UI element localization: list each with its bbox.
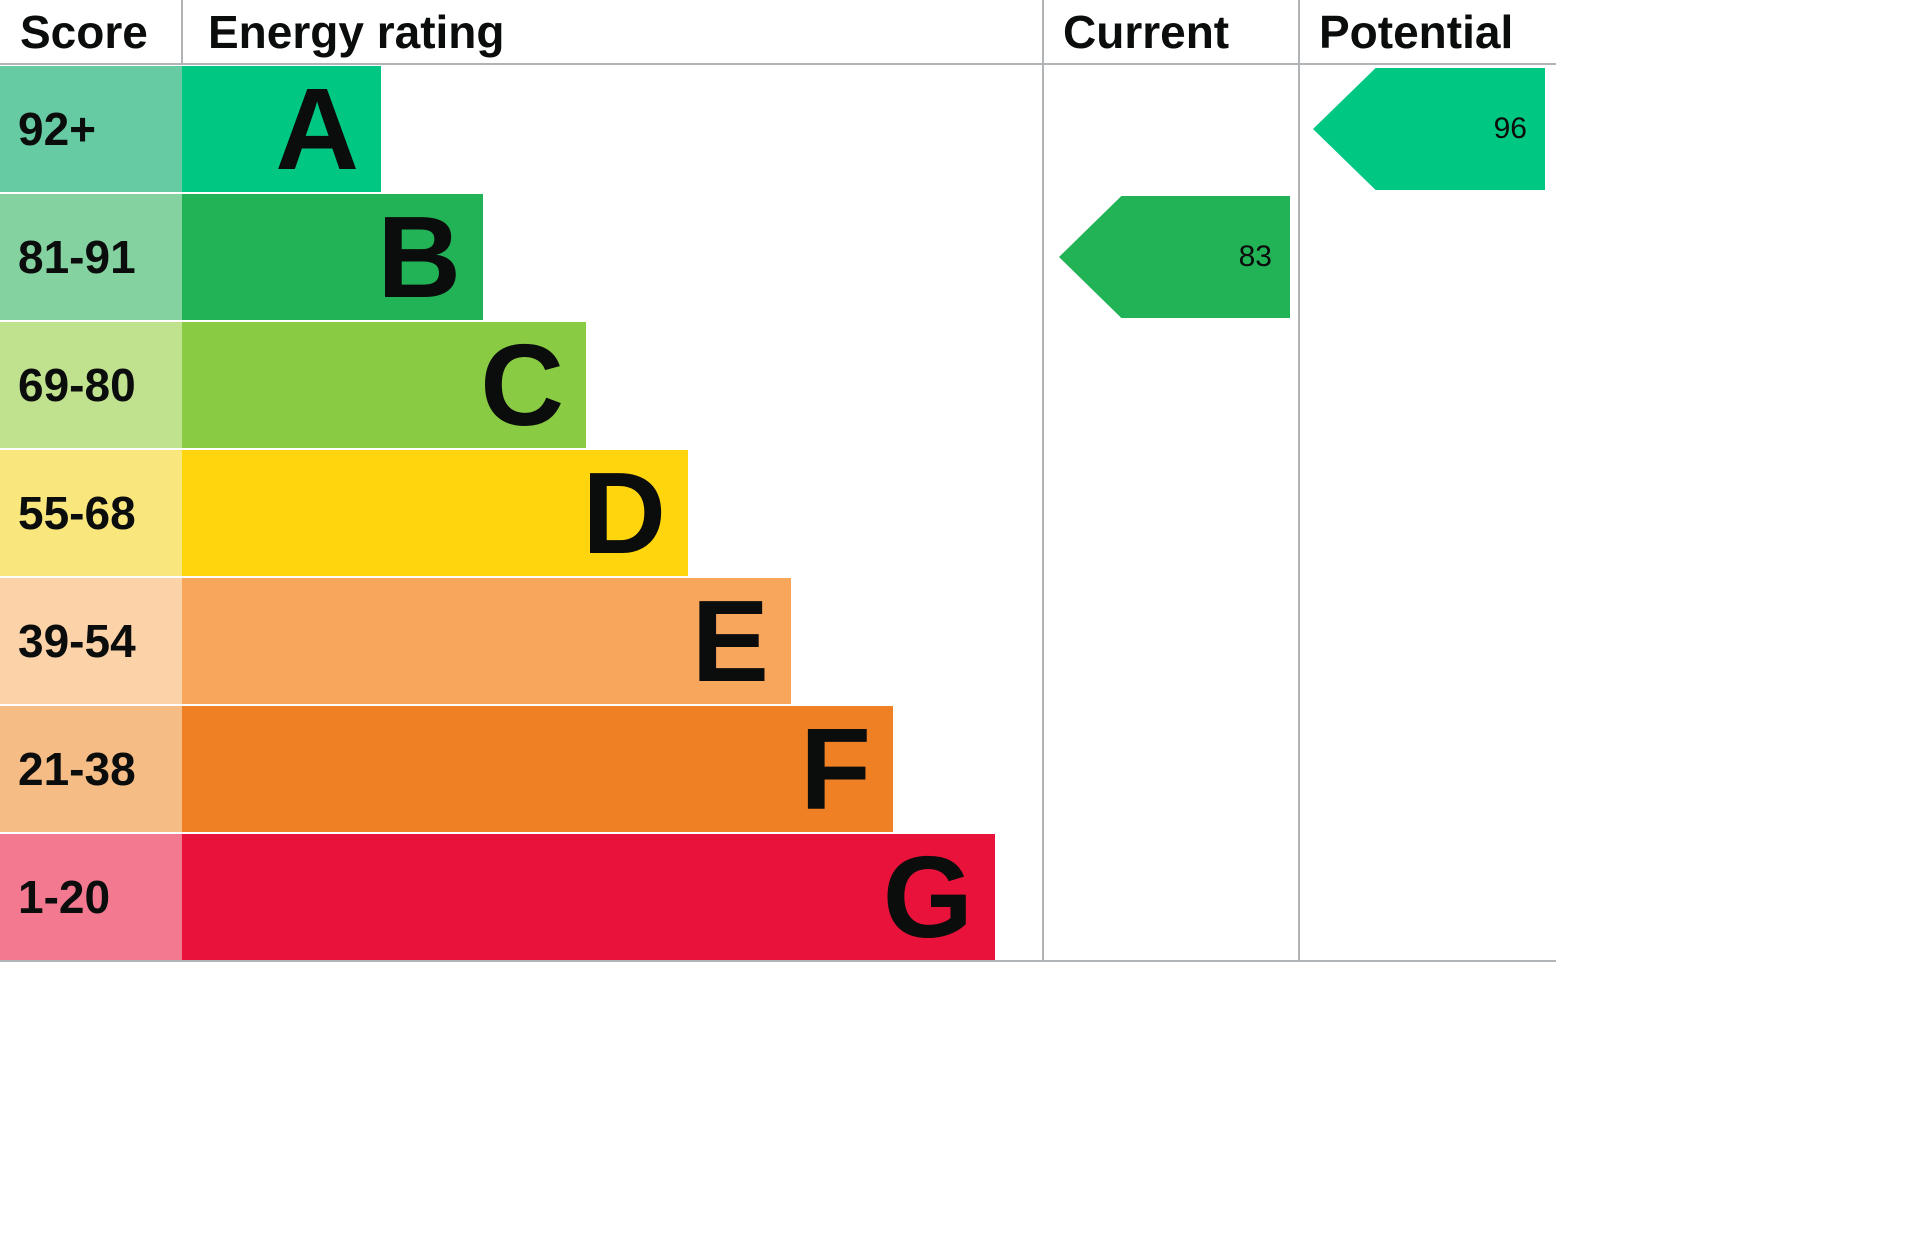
rating-bar-c: C (182, 322, 586, 448)
band-letter-b: B (377, 192, 461, 322)
header-current: Current (1063, 6, 1230, 58)
score-range-b: 81-91 (0, 194, 182, 320)
current-rating-value: 83 (1238, 240, 1272, 273)
rating-bar-d: D (182, 450, 688, 576)
band-row-e: 39-54 E (0, 578, 1043, 704)
rating-bar-b: B (182, 194, 483, 320)
divider-score-rating (181, 0, 183, 64)
band-row-c: 69-80 C (0, 322, 1043, 448)
score-range-d: 55-68 (0, 450, 182, 576)
band-letter-a: A (275, 64, 359, 194)
header-energy-rating: Energy rating (208, 6, 505, 58)
rating-bar-g: G (182, 834, 995, 960)
rating-bar-e: E (182, 578, 791, 704)
band-letter-c: C (480, 320, 564, 450)
current-rating-arrow: 83 (1059, 196, 1290, 318)
potential-rating-value: 96 (1493, 112, 1527, 145)
band-row-d: 55-68 D (0, 450, 1043, 576)
rating-bar-f: F (182, 706, 893, 832)
header-divider-line (0, 63, 1556, 65)
band-letter-g: G (882, 832, 973, 962)
chart-bottom-line (0, 960, 1556, 962)
band-row-b: 81-91 B (0, 194, 1043, 320)
score-range-e: 39-54 (0, 578, 182, 704)
band-row-g: 1-20 G (0, 834, 1043, 960)
score-range-g: 1-20 (0, 834, 182, 960)
score-range-f: 21-38 (0, 706, 182, 832)
band-row-f: 21-38 F (0, 706, 1043, 832)
score-range-a: 92+ (0, 66, 182, 192)
band-letter-d: D (582, 448, 666, 578)
band-row-a: 92+ A (0, 66, 1043, 192)
band-letter-e: E (691, 576, 769, 706)
header-potential: Potential (1319, 6, 1514, 58)
band-letter-f: F (800, 704, 871, 834)
rating-bar-a: A (182, 66, 381, 192)
score-range-c: 69-80 (0, 322, 182, 448)
divider-potential-column (1298, 0, 1300, 962)
potential-rating-arrow: 96 (1313, 68, 1545, 190)
header-score: Score (20, 6, 148, 58)
divider-current-column (1042, 0, 1044, 962)
